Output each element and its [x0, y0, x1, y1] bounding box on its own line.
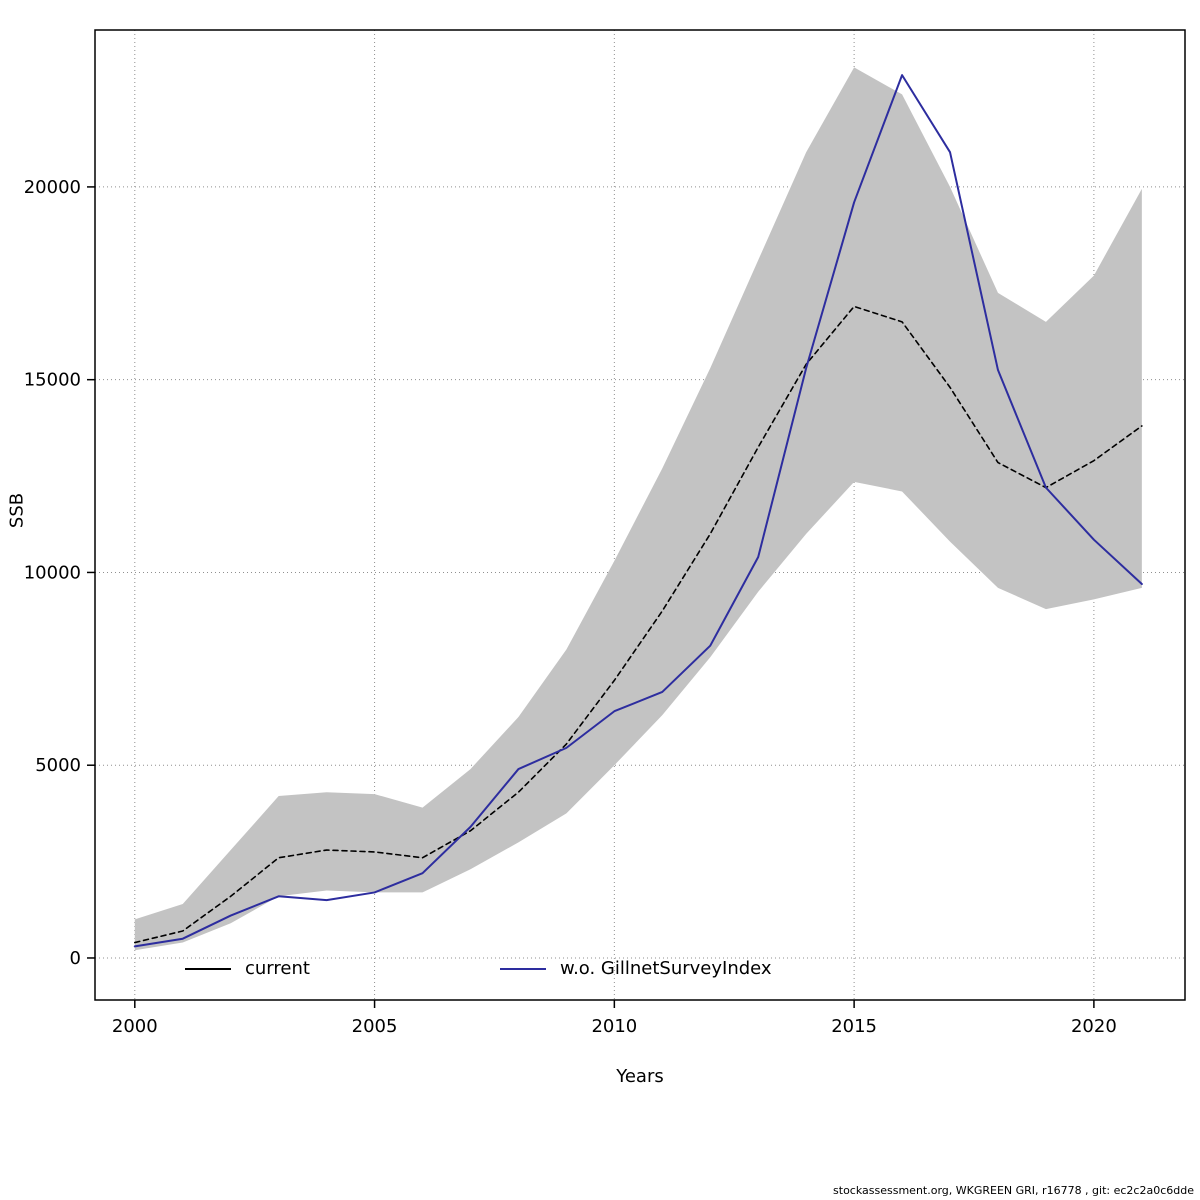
svg-text:20000: 20000: [24, 177, 81, 198]
legend-item-current: current: [185, 958, 310, 979]
svg-text:2005: 2005: [352, 1016, 398, 1037]
svg-text:15000: 15000: [24, 370, 81, 391]
legend-label-current: current: [245, 958, 310, 979]
svg-text:0: 0: [70, 948, 81, 969]
svg-text:5000: 5000: [35, 755, 81, 776]
svg-text:2020: 2020: [1071, 1016, 1117, 1037]
svg-text:2010: 2010: [591, 1016, 637, 1037]
attribution-text: stockassessment.org, WKGREEN GRI, r16778…: [833, 1184, 1194, 1197]
svg-text:2015: 2015: [831, 1016, 877, 1037]
legend-item-wo-gillnetsurveyindex: w.o. GillnetSurveyIndex: [500, 958, 772, 979]
svg-text:10000: 10000: [24, 562, 81, 583]
x-axis-label: Years: [616, 1066, 664, 1087]
svg-text:2000: 2000: [112, 1016, 158, 1037]
wo-gillnetsurveyindex-line-swatch: [500, 967, 546, 970]
legend-label-wo-gillnetsurveyindex: w.o. GillnetSurveyIndex: [560, 958, 772, 979]
current-line-swatch: [185, 967, 231, 970]
y-axis-label: SSB: [6, 492, 28, 529]
